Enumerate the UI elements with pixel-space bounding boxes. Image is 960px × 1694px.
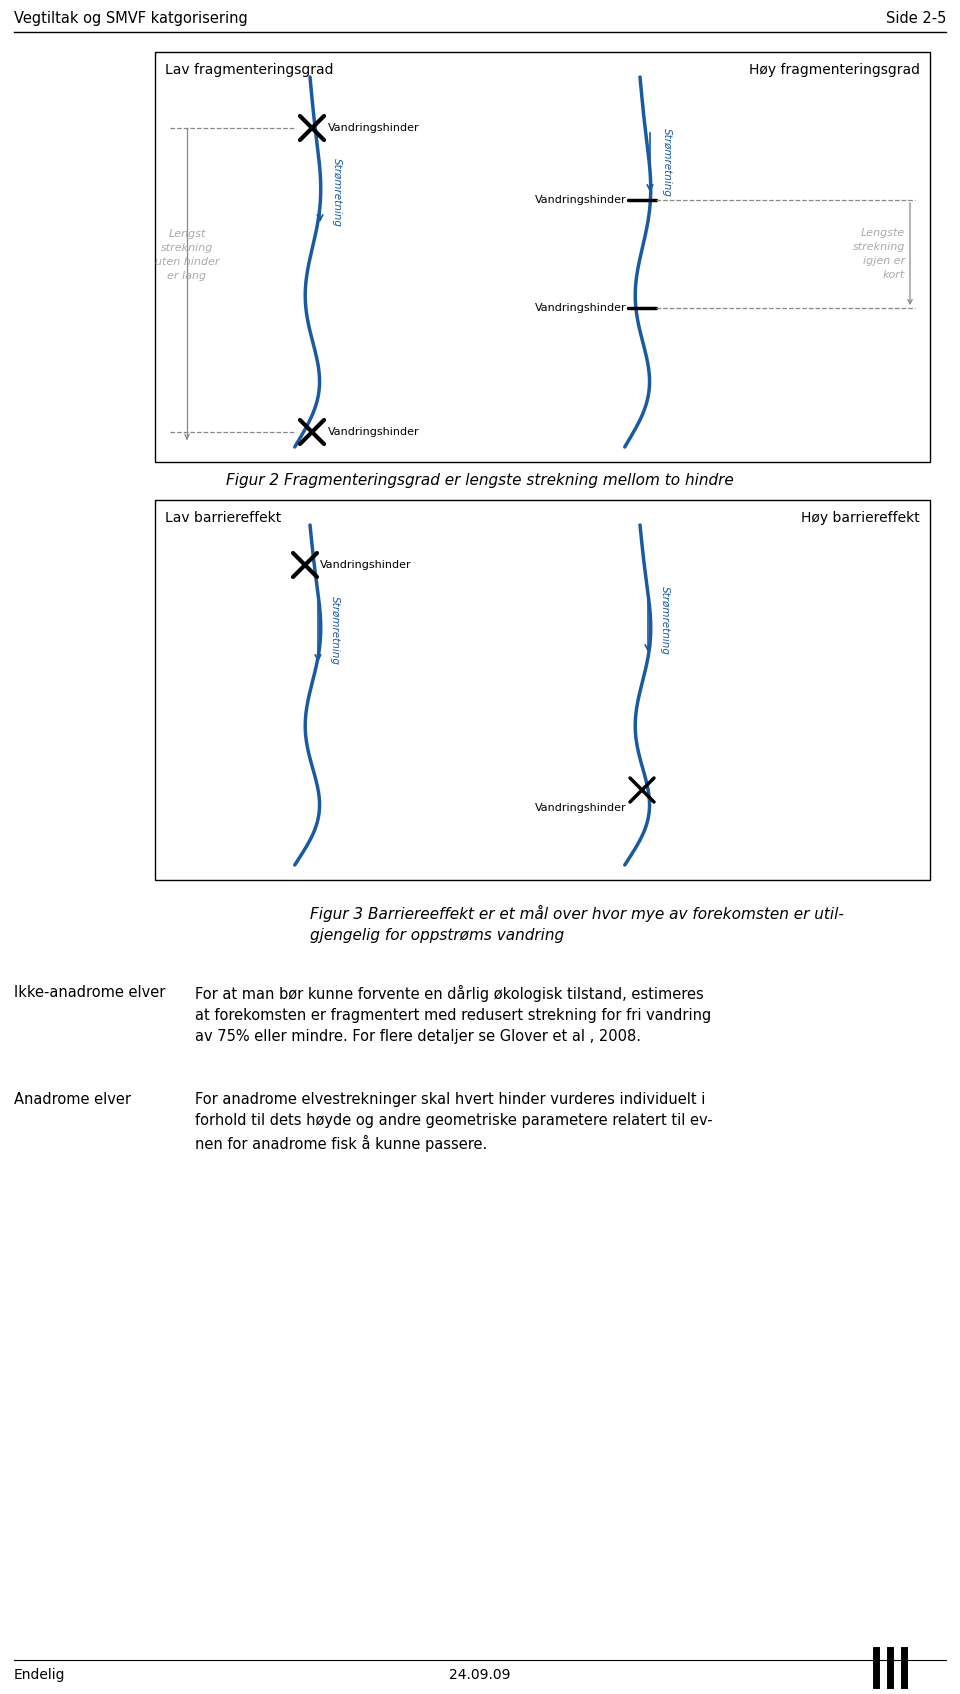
Text: Figur 3 Barriereeffekt er et mål over hvor mye av forekomsten er util-
gjengelig: Figur 3 Barriereeffekt er et mål over hv…: [310, 905, 844, 944]
Text: For anadrome elvestrekninger skal hvert hinder vurderes individuelt i
forhold ti: For anadrome elvestrekninger skal hvert …: [195, 1093, 712, 1152]
Text: Vandringshinder: Vandringshinder: [320, 561, 412, 569]
Text: Endelig: Endelig: [14, 1669, 65, 1682]
Text: Strømretning: Strømretning: [660, 586, 670, 654]
Text: Vandringshinder: Vandringshinder: [328, 427, 420, 437]
Text: Strømretning: Strømretning: [662, 129, 672, 197]
Text: Vandringshinder: Vandringshinder: [535, 803, 627, 813]
Text: Vandringshinder: Vandringshinder: [328, 124, 420, 134]
Text: For at man bør kunne forvente en dårlig økologisk tilstand, estimeres
at forekom: For at man bør kunne forvente en dårlig …: [195, 984, 711, 1044]
Text: Ikke-anadrome elver: Ikke-anadrome elver: [14, 984, 165, 999]
Text: Vandringshinder: Vandringshinder: [535, 195, 627, 205]
Text: Høy barriereffekt: Høy barriereffekt: [802, 512, 920, 525]
Text: Lengst
strekning
uten hinder
er lang: Lengst strekning uten hinder er lang: [155, 229, 219, 281]
Text: Vandringshinder: Vandringshinder: [535, 303, 627, 313]
Text: Lav barriereffekt: Lav barriereffekt: [165, 512, 281, 525]
Text: Lengste
strekning
igjen er
kort: Lengste strekning igjen er kort: [852, 229, 905, 280]
Text: Anadrome elver: Anadrome elver: [14, 1093, 131, 1106]
Text: Figur 2 Fragmenteringsgrad er lengste strekning mellom to hindre: Figur 2 Fragmenteringsgrad er lengste st…: [227, 473, 733, 488]
Text: Høy fragmenteringsgrad: Høy fragmenteringsgrad: [749, 63, 920, 76]
Bar: [155, 500, 930, 879]
Text: Vegtiltak og SMVF katgorisering: Vegtiltak og SMVF katgorisering: [14, 10, 248, 25]
Text: 24.09.09: 24.09.09: [449, 1669, 511, 1682]
Bar: [155, 53, 930, 462]
Text: Strømretning: Strømretning: [330, 596, 340, 664]
Text: Strømretning: Strømretning: [332, 158, 342, 227]
Text: Side 2-5: Side 2-5: [886, 10, 946, 25]
Text: Lav fragmenteringsgrad: Lav fragmenteringsgrad: [165, 63, 333, 76]
